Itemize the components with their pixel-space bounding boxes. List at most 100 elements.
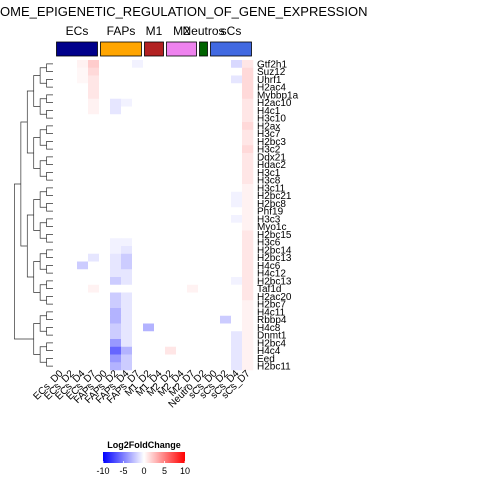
- heatmap-cell: [55, 160, 67, 169]
- heatmap-cell: [176, 83, 188, 92]
- heatmap-cell: [165, 222, 177, 231]
- heatmap-cell: [77, 277, 89, 286]
- heatmap-cell: [99, 106, 111, 115]
- heatmap-cell: [66, 277, 78, 286]
- heatmap-cell: [209, 269, 221, 278]
- heatmap-cell: [176, 362, 188, 371]
- heatmap-cell: [132, 83, 144, 92]
- heatmap-cell: [77, 253, 89, 262]
- group-bar-m2: [166, 41, 197, 57]
- heatmap-cell: [176, 277, 188, 286]
- heatmap-cell: [231, 184, 243, 193]
- heatmap-cell: [99, 153, 111, 162]
- heatmap-cell: [99, 98, 111, 107]
- heatmap-cell: [220, 98, 232, 107]
- heatmap-cell: [220, 60, 232, 69]
- heatmap-cell: [154, 207, 166, 216]
- heatmap-cell: [198, 98, 210, 107]
- heatmap-cell: [110, 246, 122, 255]
- heatmap-cell: [110, 331, 122, 340]
- heatmap-cell: [165, 362, 177, 371]
- heatmap-cell: [165, 315, 177, 324]
- heatmap-cell: [55, 308, 67, 317]
- dendrogram-branch: [26, 214, 34, 278]
- heatmap-cell: [110, 292, 122, 301]
- heatmap-cell: [55, 60, 67, 69]
- heatmap-cell: [121, 168, 133, 177]
- heatmap-cell: [110, 277, 122, 286]
- heatmap-cell: [187, 137, 199, 146]
- heatmap-cell: [132, 362, 144, 371]
- heatmap-cell: [77, 292, 89, 301]
- heatmap-cell: [99, 362, 111, 371]
- heatmap-cell: [242, 199, 254, 208]
- heatmap-cell: [66, 339, 78, 348]
- heatmap-cell: [121, 261, 133, 270]
- heatmap-cell: [209, 323, 221, 332]
- heatmap-cell: [132, 75, 144, 84]
- heatmap-cell: [143, 308, 155, 317]
- heatmap-cell: [110, 160, 122, 169]
- heatmap-cell: [231, 308, 243, 317]
- heatmap-cell: [66, 129, 78, 138]
- heatmap-cell: [143, 331, 155, 340]
- heatmap-cell: [176, 230, 188, 239]
- row-label: H3c8: [257, 176, 281, 187]
- heatmap-cell: [220, 253, 232, 262]
- heatmap-cell: [132, 339, 144, 348]
- heatmap-cell: [66, 308, 78, 317]
- heatmap-cell: [143, 98, 155, 107]
- heatmap-cell: [209, 215, 221, 224]
- heatmap-cell: [121, 160, 133, 169]
- heatmap-cell: [66, 315, 78, 324]
- heatmap-cell: [88, 238, 100, 247]
- heatmap-cell: [55, 67, 67, 76]
- heatmap-cell: [187, 129, 199, 138]
- heatmap-cell: [187, 323, 199, 332]
- group-bar-neutros: [199, 41, 208, 57]
- heatmap-cell: [220, 261, 232, 270]
- row-label: Gtf2h1: [257, 59, 287, 70]
- heatmap-cell: [55, 137, 67, 146]
- heatmap-cell: [198, 122, 210, 131]
- heatmap-cell: [77, 184, 89, 193]
- heatmap-cell: [187, 261, 199, 270]
- heatmap-cell: [154, 75, 166, 84]
- heatmap-cell: [176, 222, 188, 231]
- row-label: H4c12: [257, 269, 286, 280]
- group-bar-faps: [100, 41, 142, 57]
- heatmap-cell: [55, 145, 67, 154]
- heatmap-cell: [231, 269, 243, 278]
- heatmap-cell: [220, 292, 232, 301]
- heatmap-cell: [55, 300, 67, 309]
- heatmap-cell: [209, 83, 221, 92]
- heatmap-cell: [187, 269, 199, 278]
- heatmap-cell: [132, 230, 144, 239]
- heatmap-cell: [88, 215, 100, 224]
- heatmap-cell: [165, 176, 177, 185]
- heatmap-cell: [121, 222, 133, 231]
- heatmap-cell: [88, 184, 100, 193]
- heatmap-cell: [88, 129, 100, 138]
- heatmap-cell: [176, 114, 188, 123]
- heatmap-cell: [198, 246, 210, 255]
- heatmap-cell: [55, 230, 67, 239]
- heatmap-cell: [242, 308, 254, 317]
- heatmap-cell: [99, 129, 111, 138]
- heatmap-cell: [154, 253, 166, 262]
- heatmap-cell: [187, 238, 199, 247]
- heatmap-cell: [66, 184, 78, 193]
- heatmap-cell: [176, 137, 188, 146]
- heatmap-cell: [77, 230, 89, 239]
- heatmap-cell: [110, 153, 122, 162]
- heatmap-cell: [66, 331, 78, 340]
- heatmap-cell: [154, 238, 166, 247]
- heatmap-cell: [55, 261, 67, 270]
- heatmap-cell: [55, 269, 67, 278]
- heatmap-cell: [209, 315, 221, 324]
- heatmap-cell: [55, 184, 67, 193]
- heatmap-cell: [143, 129, 155, 138]
- heatmap-cell: [55, 129, 67, 138]
- heatmap-cell: [143, 269, 155, 278]
